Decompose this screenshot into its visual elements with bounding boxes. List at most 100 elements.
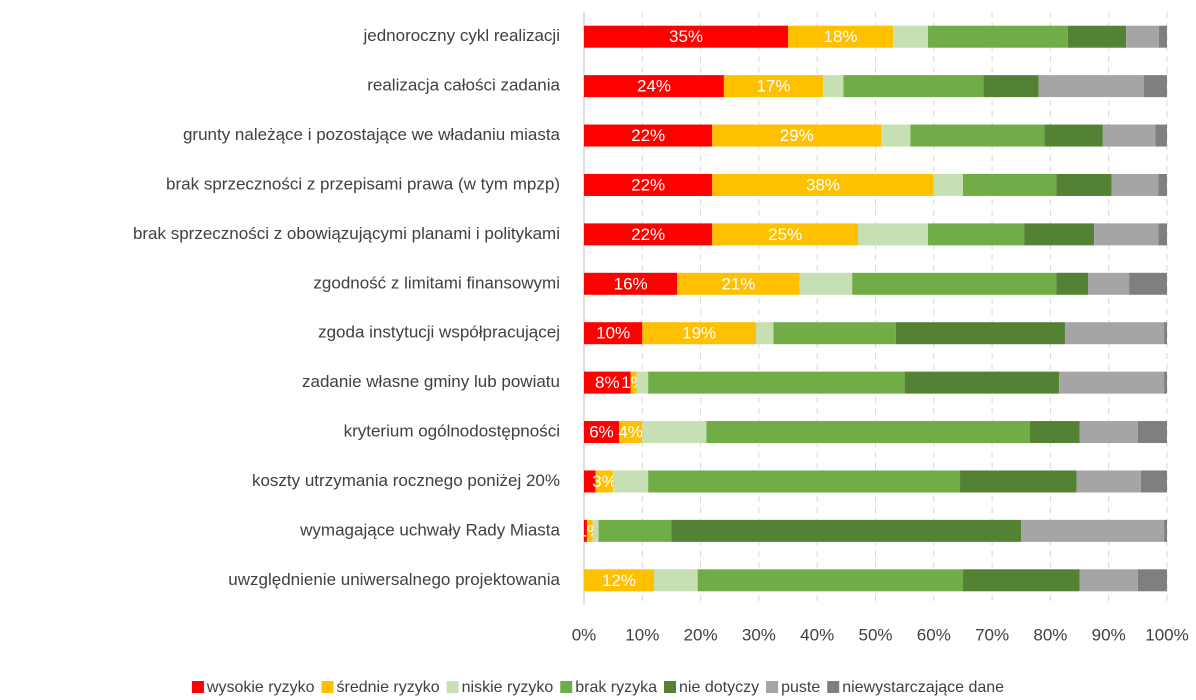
bar-segment xyxy=(799,272,853,295)
bar-segment xyxy=(755,322,774,345)
value-label: 35% xyxy=(669,27,703,46)
x-tick-label: 90% xyxy=(1092,625,1126,644)
bar-segment xyxy=(1044,124,1103,147)
x-tick-label: 10% xyxy=(625,625,659,644)
legend-label: brak ryzyka xyxy=(575,679,657,696)
bar-segment xyxy=(788,25,893,48)
legend-label: niskie ryzyko xyxy=(462,679,554,696)
legend-label: nie dotyczy xyxy=(679,679,759,696)
bar-segment xyxy=(895,322,1065,345)
value-label: 18% xyxy=(824,27,858,46)
value-label: 16% xyxy=(614,274,648,293)
bar-segment xyxy=(595,470,614,493)
value-label: 3% xyxy=(592,472,617,491)
legend-label: niewystarczające dane xyxy=(842,679,1004,696)
category-label: zgoda instytucji współpracującej xyxy=(318,323,560,342)
bar-segment xyxy=(653,569,698,592)
bar-segment xyxy=(584,272,678,295)
bar-segment xyxy=(584,322,643,345)
x-tick-label: 100% xyxy=(1145,625,1188,644)
bar-segment xyxy=(852,272,1057,295)
bar-segment xyxy=(858,223,928,246)
category-label: zadanie własne gminy lub powiatu xyxy=(302,372,560,391)
bar-segment xyxy=(584,25,789,48)
bar-segment xyxy=(584,371,631,394)
legend-swatch xyxy=(446,681,459,693)
bar-segment xyxy=(881,124,911,147)
bar-segment xyxy=(1158,173,1167,196)
x-tick-label: 80% xyxy=(1033,625,1067,644)
bar-segment xyxy=(1137,421,1167,444)
legend-swatch xyxy=(827,681,840,693)
x-tick-label: 60% xyxy=(917,625,951,644)
value-label: 19% xyxy=(682,324,716,343)
bar-segment xyxy=(1059,371,1165,394)
value-label: 38% xyxy=(806,175,840,194)
bar-segment xyxy=(1024,223,1095,246)
bar-segment xyxy=(1137,569,1167,592)
bar-segment xyxy=(1140,470,1167,493)
bar-segment xyxy=(712,173,934,196)
bar-segment xyxy=(1064,322,1165,345)
bar-segment xyxy=(1164,519,1167,542)
value-label: 29% xyxy=(780,126,814,145)
bar-segment xyxy=(823,75,844,98)
legend-swatch xyxy=(766,681,779,693)
category-label: uwzględnienie uniwersalnego projektowani… xyxy=(228,570,560,589)
bar-segment xyxy=(962,569,1080,592)
bar-segment xyxy=(927,25,1068,48)
x-tick-label: 40% xyxy=(800,625,834,644)
bar-segment xyxy=(1088,272,1130,295)
bar-segment xyxy=(904,371,1060,394)
bar-segment xyxy=(773,322,896,345)
bar-segment xyxy=(618,421,643,444)
bar-segment xyxy=(712,124,882,147)
bar-segment xyxy=(1076,470,1141,493)
bar-segment xyxy=(1126,25,1159,48)
bar-segment xyxy=(962,173,1057,196)
category-label: brak sprzeczności z obowiązującymi plana… xyxy=(133,224,560,243)
bar-segment xyxy=(1067,25,1127,48)
legend-swatch xyxy=(191,681,204,693)
bar-segment xyxy=(1056,173,1112,196)
bar-segment xyxy=(584,569,654,592)
bar-segment xyxy=(1164,371,1167,394)
bar-segment xyxy=(584,470,596,493)
bar-segment xyxy=(983,75,1039,98)
category-label: jednoroczny cykl realizacji xyxy=(362,26,560,45)
bar-segment xyxy=(613,470,649,493)
bar-segment xyxy=(843,75,984,98)
bar-segment xyxy=(1102,124,1156,147)
bar-segment xyxy=(584,124,713,147)
bar-segment xyxy=(648,371,905,394)
legend-label: puste xyxy=(781,679,820,696)
legend-label: średnie ryzyko xyxy=(336,679,439,696)
x-tick-label: 0% xyxy=(572,625,597,644)
legend-swatch xyxy=(560,681,573,693)
bar-segment xyxy=(630,371,637,394)
category-label: realizacja całości zadania xyxy=(367,76,560,95)
category-label: grunty należące i pozostające we władani… xyxy=(183,125,561,144)
bar-segment xyxy=(1079,569,1138,592)
bar-segment xyxy=(1111,173,1159,196)
bar-segment xyxy=(1029,421,1080,444)
bar-segment xyxy=(1021,519,1165,542)
bar-segment xyxy=(1155,124,1167,147)
bar-segment xyxy=(648,470,961,493)
x-tick-label: 70% xyxy=(975,625,1009,644)
value-label: 4% xyxy=(618,423,643,442)
bar-segment xyxy=(1129,272,1167,295)
bar-segment xyxy=(636,371,649,394)
value-label: 24% xyxy=(637,77,671,96)
value-label: 22% xyxy=(631,126,665,145)
legend: wysokie ryzyko średnie ryzyko niskie ryzyk… xyxy=(191,679,1004,696)
bar-segment xyxy=(586,519,593,542)
bar-segment xyxy=(697,569,963,592)
value-label: 21% xyxy=(721,274,755,293)
bar-segment xyxy=(1079,421,1138,444)
bar-segment xyxy=(642,421,707,444)
bar-segment xyxy=(960,470,1077,493)
category-label: zgodność z limitami finansowymi xyxy=(313,273,560,292)
bar-segment xyxy=(910,124,1045,147)
bar-segment xyxy=(927,223,1025,246)
